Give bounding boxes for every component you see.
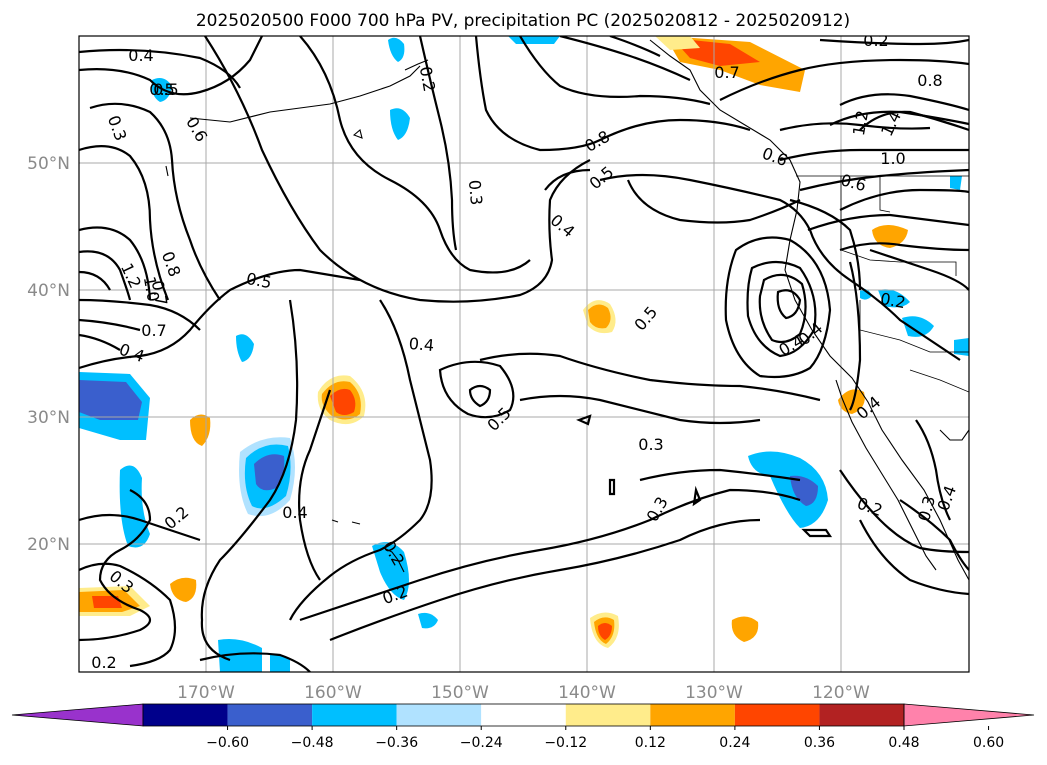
colorbar-cell [481, 704, 566, 726]
colorbar-tick-label: 0.36 [804, 735, 835, 751]
colorbar-cell [650, 704, 735, 726]
colorbar-cell [565, 704, 651, 726]
colorbar-frame [142, 703, 905, 727]
colorbar-tick-labels: −0.60 −0.48 −0.36 −0.24 −0.12 0.12 0.24 0.36 0.4… [206, 726, 1004, 751]
longitude-labels: 170°W 160°W 150°W 140°W 130°W 120°W [177, 683, 870, 703]
colorbar-tick-label: −0.12 [544, 735, 587, 751]
contour-label: 0.2 [879, 289, 907, 312]
colorbar-tick-label: 0.12 [635, 735, 666, 751]
contour-label: 1.0 [880, 149, 905, 168]
contour-label: 0.5 [245, 269, 273, 292]
contour-label: 1.0 [140, 275, 163, 303]
contour-label: 0.7 [148, 279, 171, 307]
contour-label: 0.8 [917, 71, 942, 90]
precip-shading [79, 36, 969, 672]
contour-label: 0.7 [141, 321, 166, 340]
colorbar-tick-label: −0.60 [206, 735, 249, 751]
colorbar-tick-label: 0.24 [719, 735, 750, 751]
colorbar-cell [143, 704, 228, 726]
pv-contours [79, 36, 969, 672]
contour-label: 1.2 [849, 109, 872, 137]
contour-label: 0.5 [153, 80, 178, 99]
colorbar-tick-label: 0.48 [888, 735, 919, 751]
contour-labels: 0.4 0.5 0.6 1.2 0.8 0.7 1.0 0.7 0.4 0.5 … [91, 31, 960, 672]
lon-label: 130°W [685, 683, 743, 703]
contour-label: 0.3 [465, 179, 486, 206]
lon-label: 120°W [812, 683, 870, 703]
lat-label: 50°N [27, 154, 70, 174]
figure-title: 2025020500 F000 700 hPa PV, precipitatio… [196, 11, 850, 31]
colorbar-cell [819, 704, 904, 726]
colorbar-tick-label: 0.60 [973, 735, 1004, 751]
contour-label: 0.2 [863, 31, 888, 50]
lon-label: 170°W [177, 683, 235, 703]
contour-label: 0.4 [282, 503, 307, 522]
colorbar-extend-high [903, 703, 1035, 727]
contour-label: 0.2 [416, 65, 439, 93]
contour-label: 0.4 [128, 46, 153, 65]
colorbar-extend-low [11, 703, 144, 727]
colorbar-tick-label: −0.36 [375, 735, 418, 751]
lat-label: 20°N [27, 535, 70, 555]
lon-label: 150°W [431, 683, 489, 703]
colorbar-cell [312, 704, 397, 726]
colorbar-cells [11, 703, 1035, 727]
map-panel: 0.4 0.5 0.6 1.2 0.8 0.7 1.0 0.7 0.4 0.5 … [79, 31, 969, 672]
colorbar-tick-label: −0.48 [291, 735, 334, 751]
colorbar-cell [396, 704, 482, 726]
colorbar-cell [734, 704, 820, 726]
contour-label: 0.5 [149, 80, 174, 99]
contour-label: 0.4 [408, 334, 435, 355]
colorbar: −0.60 −0.48 −0.36 −0.24 −0.12 0.12 0.24 0.36 0.4… [11, 703, 1035, 751]
colorbar-tick-label: −0.24 [460, 735, 503, 751]
latitude-labels: 50°N 40°N 30°N 20°N [27, 154, 70, 555]
map-frame [78, 35, 970, 673]
coastlines [165, 39, 969, 581]
lat-label: 40°N [27, 281, 70, 301]
lon-label: 140°W [558, 683, 616, 703]
contour-label: 0.2 [91, 653, 116, 672]
contour-label: 0.3 [638, 435, 663, 454]
lat-label: 30°N [27, 408, 70, 428]
colorbar-cell [227, 704, 313, 726]
lon-label: 160°W [304, 683, 362, 703]
contour-label: 0.7 [714, 63, 739, 82]
